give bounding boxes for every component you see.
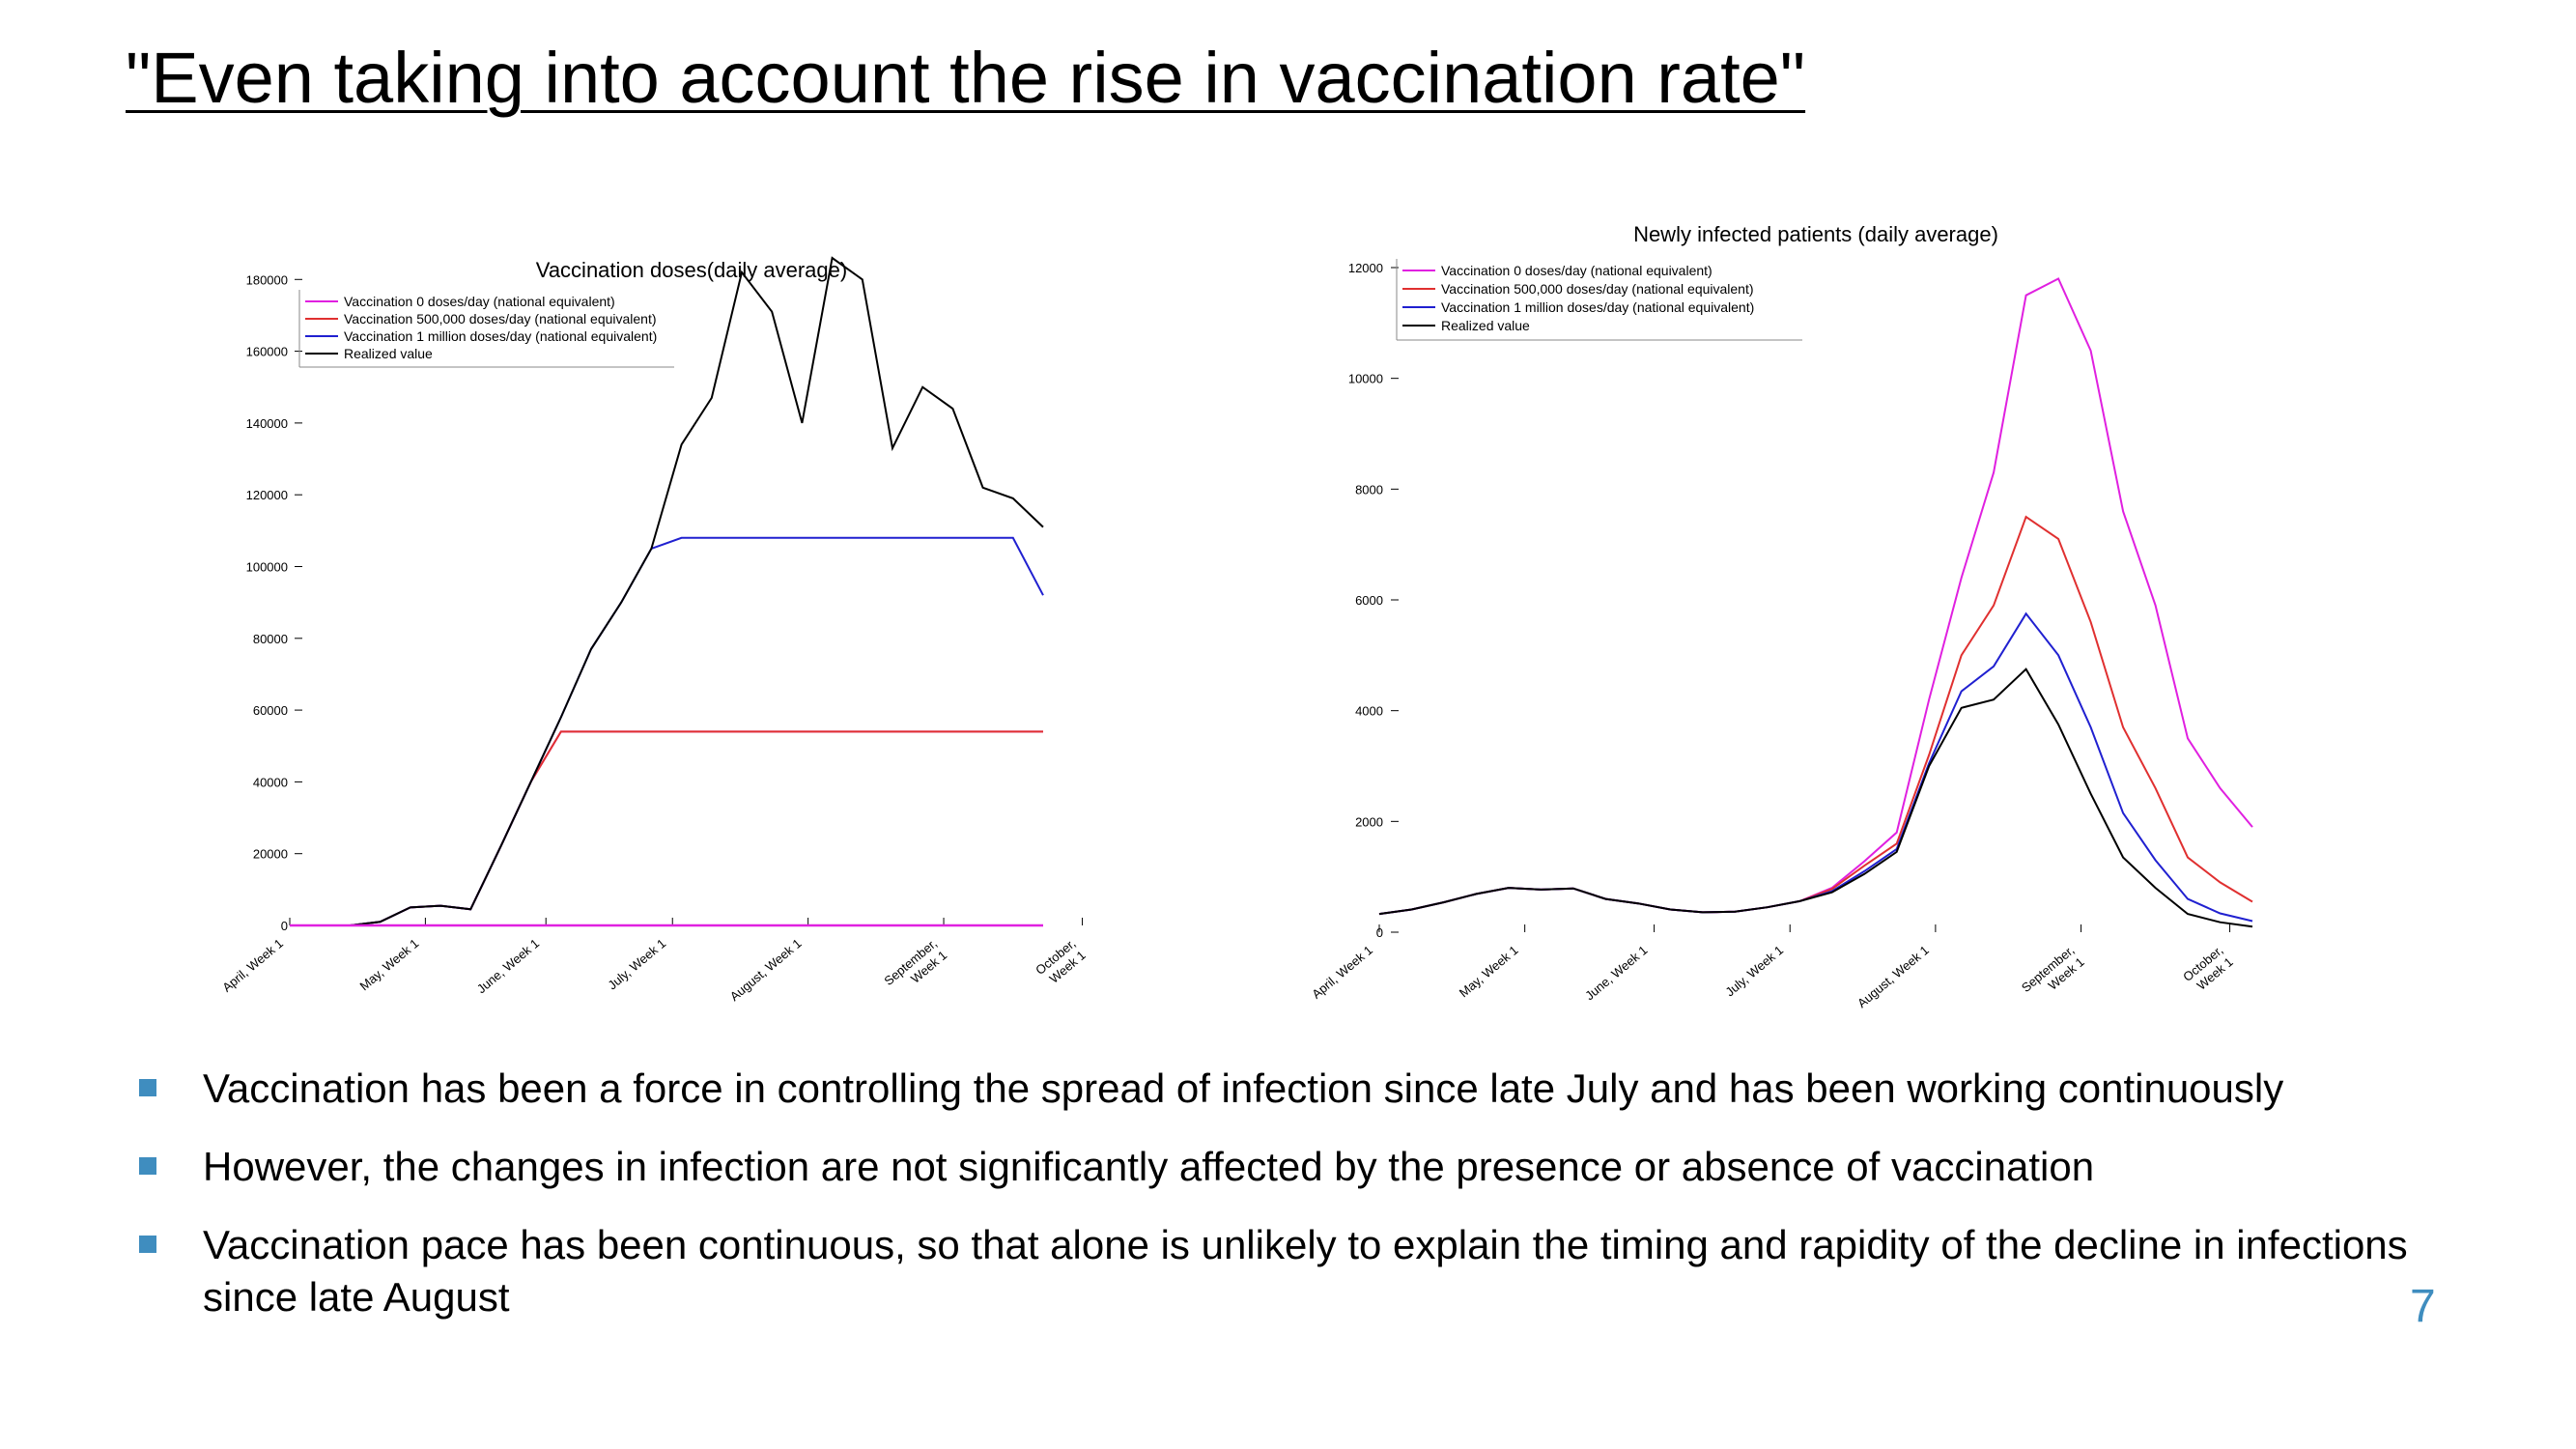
bullet-text: Vaccination pace has been continuous, so… (203, 1222, 2408, 1320)
y-tick-label: 8000 (1355, 482, 1383, 497)
y-tick-label: 100000 (246, 559, 288, 574)
chart-title: Vaccination doses(daily average) (536, 258, 847, 282)
y-tick-label: 140000 (246, 416, 288, 431)
legend-label: Vaccination 0 doses/day (national equiva… (344, 294, 615, 309)
series-line (1378, 277, 2253, 916)
chart-legend: Vaccination 0 doses/day (national equiva… (1396, 259, 1802, 341)
x-tick-label: September,Week 1 (2019, 943, 2087, 995)
x-tick-text: May, Week 1 (1457, 943, 1521, 1000)
legend-label: Vaccination 500,000 doses/day (national … (344, 311, 657, 327)
x-tick-label: August, Week 1 (1854, 943, 1932, 1010)
series-line (290, 256, 1044, 926)
square-bullet-icon (139, 1157, 156, 1175)
page-number: 7 (2410, 1281, 2436, 1332)
y-tick-label: 20000 (253, 847, 288, 862)
bullet-item: Vaccination has been a force in controll… (135, 1063, 2473, 1115)
y-tick-label: 120000 (246, 488, 288, 502)
y-tick-label: 0 (1376, 925, 1383, 940)
bullet-item: Vaccination pace has been continuous, so… (135, 1219, 2473, 1323)
legend-label: Vaccination 1 million doses/day (nationa… (344, 328, 657, 344)
x-tick-label: July, Week 1 (1722, 943, 1786, 1000)
x-tick-text: July, Week 1 (1722, 943, 1786, 1000)
square-bullet-icon (139, 1236, 156, 1253)
x-tick-text: April, Week 1 (1309, 943, 1375, 1002)
y-tick-label: 6000 (1355, 593, 1383, 608)
y-tick-label: 10000 (1348, 372, 1383, 386)
legend-label: Realized value (344, 346, 433, 361)
y-tick-label: 40000 (253, 775, 288, 789)
legend-label: Vaccination 500,000 doses/day (national … (1441, 281, 1754, 297)
y-tick-label: 60000 (253, 703, 288, 718)
legend-label: Realized value (1441, 318, 1530, 333)
y-tick-label: 2000 (1355, 814, 1383, 829)
newly-infected-chart: Newly infected patients (daily average) 0… (1309, 222, 2253, 1010)
legend-label: Vaccination 0 doses/day (national equiva… (1441, 263, 1713, 278)
bullet-list: Vaccination has been a force in controll… (135, 1063, 2473, 1350)
bullet-item: However, the changes in infection are no… (135, 1141, 2473, 1193)
x-tick-text: June, Week 1 (1582, 943, 1650, 1003)
bullet-text: However, the changes in infection are no… (203, 1144, 2095, 1189)
y-tick-label: 180000 (246, 272, 288, 287)
square-bullet-icon (139, 1079, 156, 1096)
chart-legend: Vaccination 0 doses/day (national equiva… (298, 290, 674, 368)
y-tick-label: 80000 (253, 632, 288, 646)
x-tick-label: October,Week 1 (2180, 943, 2236, 993)
vaccination-doses-chart: Vaccination doses(daily average) 0 20000 40… (219, 256, 1089, 1004)
series-line (1378, 668, 2253, 928)
x-tick-label: June, Week 1 (1582, 943, 1650, 1003)
series-line (1378, 611, 2253, 923)
y-tick-label: 0 (281, 919, 288, 933)
chart-title: Newly infected patients (daily average) (1633, 222, 1998, 246)
bullet-text: Vaccination has been a force in controll… (203, 1065, 2284, 1111)
y-tick-label: 160000 (246, 345, 288, 359)
x-tick-text: August, Week 1 (1854, 943, 1932, 1010)
y-tick-label: 12000 (1348, 261, 1383, 275)
x-tick-label: April, Week 1 (1309, 943, 1375, 1002)
x-tick-label: May, Week 1 (1457, 943, 1521, 1000)
slide-title: "Even taking into account the rise in va… (126, 38, 1806, 118)
y-tick-label: 4000 (1355, 704, 1383, 719)
legend-label: Vaccination 1 million doses/day (nationa… (1441, 299, 1754, 315)
